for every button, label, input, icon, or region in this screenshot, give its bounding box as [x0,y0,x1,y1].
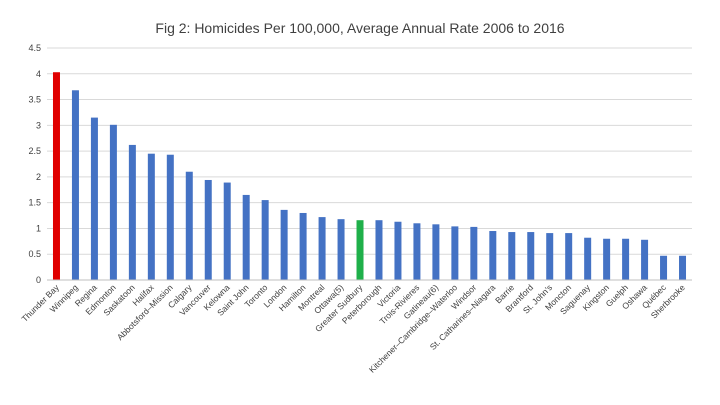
bar [394,221,402,280]
bar [337,219,345,280]
bar [603,238,611,280]
y-tick-label: 2.5 [28,146,41,156]
bar [318,217,326,280]
y-tick-label: 0 [36,275,41,285]
bar [546,233,554,280]
bar [375,220,383,280]
bar [527,232,535,280]
bar [299,212,307,280]
bar [185,171,193,280]
bar [679,255,687,280]
y-tick-label: 2 [36,172,41,182]
bar [223,182,231,280]
bar [470,226,478,280]
bar [261,200,269,280]
bar [204,179,212,280]
bar [432,224,440,280]
gridlines [47,47,692,255]
bar [109,124,117,280]
bars [52,72,687,280]
bar [356,220,364,280]
bar [641,239,649,280]
y-tick-label: 1 [36,223,41,233]
y-tick-label: 3 [36,120,41,130]
chart-title: Fig 2: Homicides Per 100,000, Average An… [155,20,564,36]
y-tick-label: 3.5 [28,95,41,105]
bar [242,194,250,280]
bar [451,226,459,280]
bar [52,72,60,280]
bar [71,90,79,280]
y-tick-label: 4.5 [28,43,41,53]
bar [622,238,630,280]
bar [565,233,573,280]
bar [584,237,592,280]
bar [413,223,421,280]
bar [280,209,288,280]
y-axis-tick-labels: 0 0.5 1 1.5 2 2.5 3 3.5 4 4.5 [28,43,41,285]
x-axis-category-labels: Thunder BayWinnipegReginaEdmontonSaskato… [19,282,687,375]
bar [508,232,516,280]
bar [90,117,98,280]
y-tick-label: 4 [36,69,41,79]
y-tick-label: 1.5 [28,198,41,208]
y-tick-label: 0.5 [28,249,41,259]
bar [147,153,155,280]
bar [489,231,497,280]
bar [660,255,668,280]
bar [166,154,174,280]
bar [128,144,136,280]
